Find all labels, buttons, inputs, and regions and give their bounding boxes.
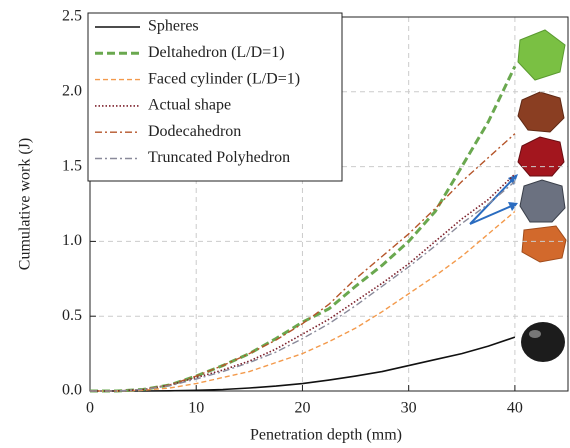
deltahedron-icon bbox=[517, 29, 566, 81]
x-tick-label: 40 bbox=[507, 400, 523, 417]
faced-cylinder-icon bbox=[521, 225, 567, 263]
series-line bbox=[90, 181, 516, 392]
series-line bbox=[90, 210, 516, 392]
x-tick-label: 20 bbox=[294, 400, 310, 417]
y-tick-label: 2.5 bbox=[62, 8, 82, 25]
legend-label: Spheres bbox=[148, 18, 199, 35]
arrow-head bbox=[508, 202, 518, 211]
x-tick-label: 0 bbox=[86, 400, 94, 417]
y-tick-label: 1.5 bbox=[62, 157, 82, 174]
y-tick-label: 0.5 bbox=[62, 307, 82, 324]
x-axis-label: Penetration depth (mm) bbox=[250, 427, 402, 444]
x-tick-label: 10 bbox=[188, 400, 204, 417]
x-tick-label: 30 bbox=[401, 400, 417, 417]
actual-shape-icon bbox=[517, 136, 565, 177]
dodecahedron-icon bbox=[517, 91, 565, 133]
y-axis-label: Cumulative work (J) bbox=[17, 138, 34, 270]
legend: Spheres Deltahedron (L/D=1) Faced cylinder… bbox=[87, 12, 343, 182]
arrow-head bbox=[508, 174, 518, 185]
series-line bbox=[90, 336, 516, 392]
sphere-icon bbox=[521, 322, 565, 362]
shape-icons bbox=[469, 29, 567, 362]
legend-label: Deltahedron (L/D=1) bbox=[148, 44, 285, 61]
legend-label: Faced cylinder (L/D=1) bbox=[148, 70, 300, 87]
arrow bbox=[469, 203, 517, 225]
legend-label: Truncated Polyhedron bbox=[148, 149, 290, 166]
y-tick-label: 2.0 bbox=[62, 82, 82, 99]
arrow bbox=[469, 175, 517, 225]
legend-label: Actual shape bbox=[148, 97, 231, 114]
sphere-highlight bbox=[529, 330, 541, 338]
legend-label: Dodecahedron bbox=[148, 123, 241, 140]
y-tick-label: 0.0 bbox=[62, 382, 82, 399]
truncated-icon bbox=[519, 179, 566, 223]
y-tick-label: 1.0 bbox=[62, 232, 82, 249]
legend-box bbox=[87, 12, 343, 182]
